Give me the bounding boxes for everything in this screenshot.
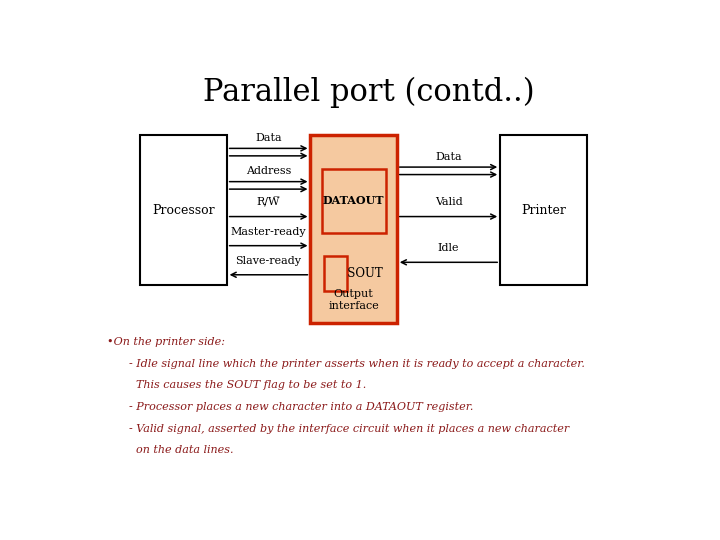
Text: - Processor places a new character into a DATAOUT register.: - Processor places a new character into … xyxy=(129,402,474,412)
Bar xyxy=(310,136,397,322)
Text: Slave-ready: Slave-ready xyxy=(235,255,302,266)
Text: on the data lines.: on the data lines. xyxy=(129,446,233,455)
Bar xyxy=(324,256,347,292)
Bar xyxy=(500,136,587,285)
Bar xyxy=(140,136,227,285)
Text: Output
interface: Output interface xyxy=(328,288,379,311)
Text: Address: Address xyxy=(246,166,292,176)
Text: Data: Data xyxy=(435,152,462,161)
Text: •On the printer side:: •On the printer side: xyxy=(107,337,225,347)
Text: SOUT: SOUT xyxy=(336,267,382,280)
Text: - Valid signal, asserted by the interface circuit when it places a new character: - Valid signal, asserted by the interfac… xyxy=(129,424,570,434)
Text: Printer: Printer xyxy=(521,204,566,217)
Text: Valid: Valid xyxy=(435,198,462,207)
Bar xyxy=(322,168,386,233)
Text: Idle: Idle xyxy=(438,243,459,253)
Text: R/W̅: R/W̅ xyxy=(257,197,280,207)
Text: Master-ready: Master-ready xyxy=(230,226,307,237)
Text: This causes the SOUT flag to be set to 1.: This causes the SOUT flag to be set to 1… xyxy=(129,380,366,390)
Text: - Idle signal line which the printer asserts when it is ready to accept a charac: - Idle signal line which the printer ass… xyxy=(129,359,585,369)
Text: Parallel port (contd..): Parallel port (contd..) xyxy=(203,77,535,109)
Text: Data: Data xyxy=(256,133,282,143)
Text: DATAOUT: DATAOUT xyxy=(323,195,384,206)
Text: Processor: Processor xyxy=(152,204,215,217)
